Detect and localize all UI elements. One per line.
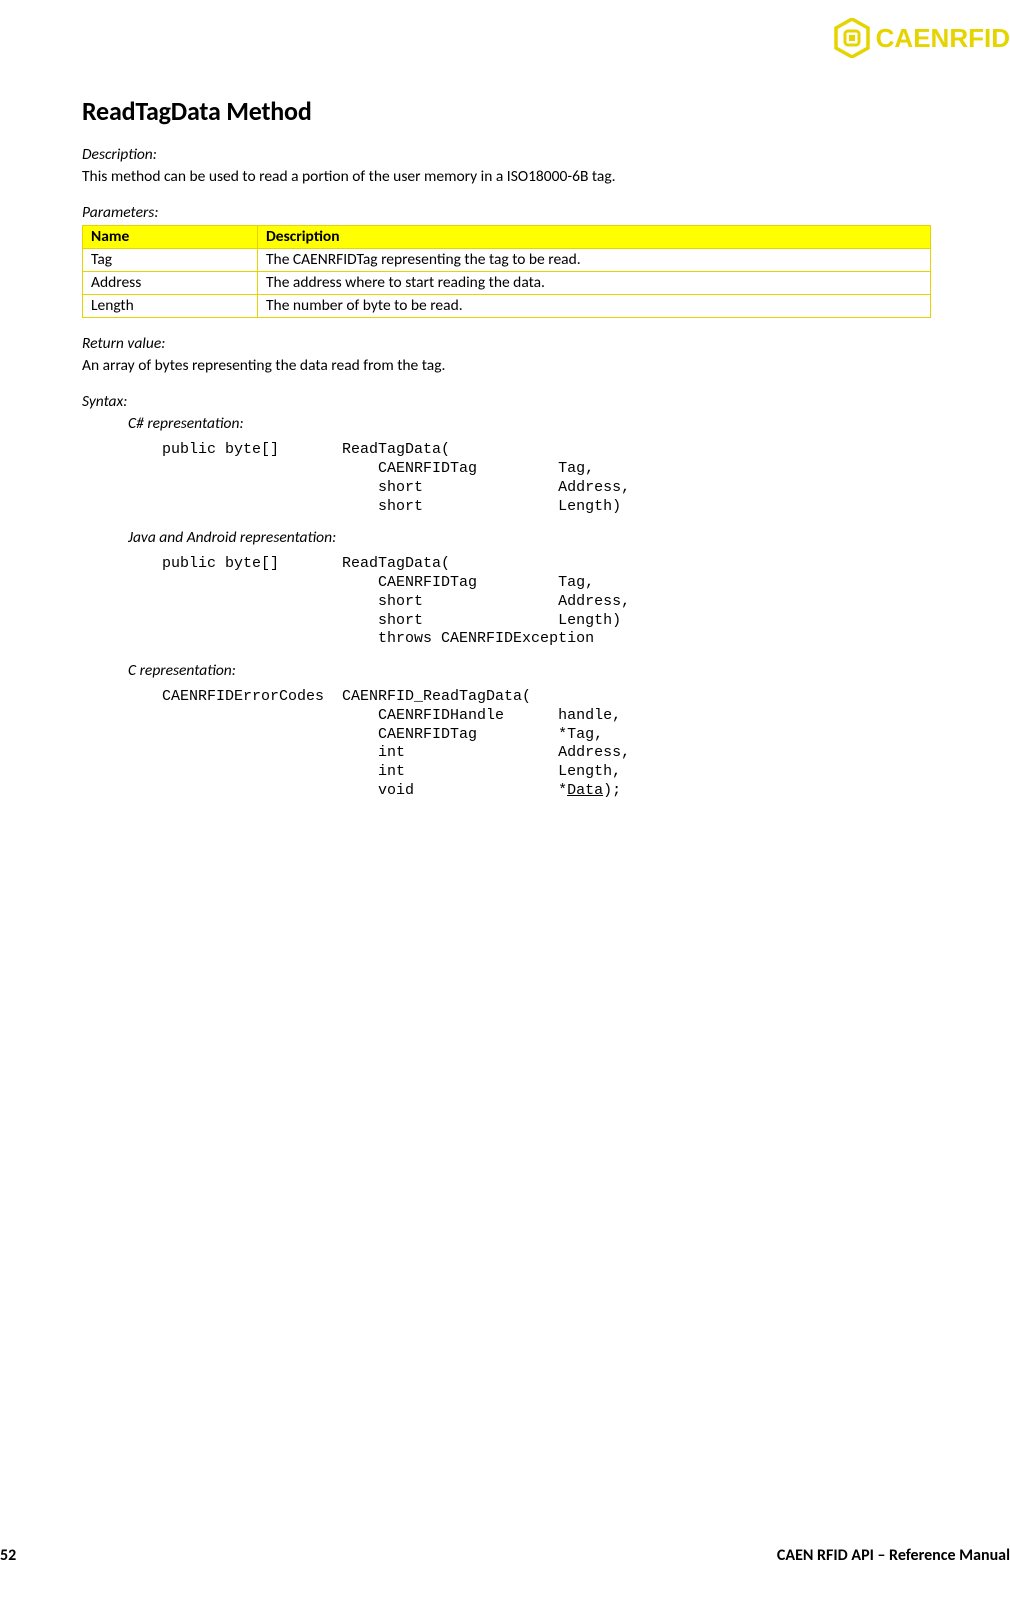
c-code-underlined: Data [567, 782, 603, 799]
parameters-label: Parameters: [82, 203, 948, 222]
param-desc: The CAENRFIDTag representing the tag to … [258, 249, 931, 272]
param-name: Tag [83, 249, 258, 272]
page-title: ReadTagData Method [82, 95, 948, 127]
description-text: This method can be used to read a portio… [82, 167, 948, 187]
c-code: CAENRFIDErrorCodes CAENRFID_ReadTagData(… [162, 688, 948, 801]
table-header-description: Description [258, 226, 931, 249]
logo-hex-icon [834, 18, 870, 58]
param-desc: The address where to start reading the d… [258, 272, 931, 295]
table-header-name: Name [83, 226, 258, 249]
page-number: 52 [0, 1546, 16, 1565]
parameters-table: Name Description Tag The CAENRFIDTag rep… [82, 225, 931, 318]
java-code: public byte[] ReadTagData( CAENRFIDTag T… [162, 555, 948, 649]
table-row: Tag The CAENRFIDTag representing the tag… [83, 249, 931, 272]
return-value-text: An array of bytes representing the data … [82, 356, 948, 376]
description-label: Description: [82, 145, 948, 164]
c-label: C representation: [128, 661, 948, 680]
param-name: Address [83, 272, 258, 295]
c-code-suffix: ); [603, 782, 621, 799]
brand-logo: CAENRFID [834, 18, 1010, 58]
param-desc: The number of byte to be read. [258, 295, 931, 318]
table-row: Address The address where to start readi… [83, 272, 931, 295]
java-label: Java and Android representation: [128, 528, 948, 547]
csharp-code: public byte[] ReadTagData( CAENRFIDTag T… [162, 441, 948, 516]
csharp-label: C# representation: [128, 414, 948, 433]
page-footer: 52 CAEN RFID API – Reference Manual [0, 1546, 1010, 1565]
c-code-prefix: CAENRFIDErrorCodes CAENRFID_ReadTagData(… [162, 688, 630, 799]
footer-text: CAEN RFID API – Reference Manual [777, 1546, 1010, 1565]
param-name: Length [83, 295, 258, 318]
logo-text: CAENRFID [876, 23, 1010, 54]
table-row: Length The number of byte to be read. [83, 295, 931, 318]
return-value-label: Return value: [82, 334, 948, 353]
syntax-label: Syntax: [82, 392, 948, 411]
